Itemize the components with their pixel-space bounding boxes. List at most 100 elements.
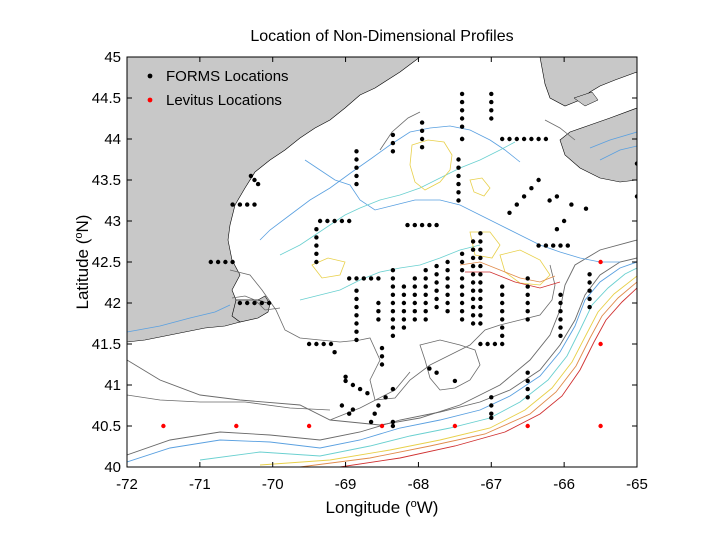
forms-point-185 — [558, 309, 563, 314]
forms-point-169 — [500, 309, 505, 314]
forms-point-116 — [445, 268, 450, 273]
forms-point-128 — [423, 268, 428, 273]
forms-point-37 — [529, 186, 534, 191]
forms-point-210 — [365, 391, 370, 396]
forms-point-94 — [478, 321, 483, 326]
legend-marker-forms — [147, 73, 153, 79]
forms-point-4 — [459, 108, 465, 113]
forms-point-217 — [390, 386, 396, 392]
forms-point-60 — [412, 222, 417, 228]
forms-point-91 — [478, 296, 483, 302]
forms-point-145 — [401, 317, 407, 322]
forms-point-199 — [587, 296, 592, 302]
forms-point-205 — [332, 350, 337, 355]
forms-point-157 — [376, 309, 381, 314]
forms-point-57 — [339, 218, 345, 224]
forms-point-228 — [489, 403, 494, 408]
x-tick-label-3: -69 — [335, 476, 357, 493]
forms-point-63 — [434, 222, 439, 228]
forms-point-101 — [470, 288, 476, 293]
forms-point-100 — [470, 280, 476, 285]
land-new-brunswick — [539, 57, 637, 107]
land-island — [573, 91, 599, 107]
forms-point-182 — [525, 317, 530, 322]
forms-point-79 — [354, 276, 359, 281]
forms-point-165 — [354, 337, 359, 343]
forms-point-221 — [368, 419, 374, 425]
forms-point-62 — [427, 222, 432, 228]
forms-point-93 — [478, 313, 483, 318]
forms-point-171 — [500, 325, 505, 330]
forms-point-65 — [314, 235, 319, 240]
forms-point-226 — [452, 378, 458, 384]
y-tick-label-1: 40.5 — [92, 418, 121, 435]
forms-point-161 — [354, 304, 359, 310]
forms-point-136 — [412, 284, 417, 289]
forms-point-164 — [354, 329, 359, 334]
forms-point-82 — [376, 276, 381, 281]
forms-point-46 — [634, 194, 637, 199]
forms-point-34 — [456, 157, 461, 162]
forms-point-22 — [390, 149, 396, 154]
legend: FORMS Locations Levitus Locations — [147, 68, 289, 109]
x-tick-label-5: -67 — [480, 476, 502, 493]
forms-point-92 — [478, 304, 483, 310]
forms-point-147 — [390, 268, 396, 273]
forms-point-179 — [525, 292, 530, 297]
forms-point-198 — [587, 288, 592, 293]
forms-point-113 — [459, 309, 465, 314]
forms-point-42 — [547, 198, 552, 203]
forms-point-45 — [634, 161, 637, 166]
map-layer — [127, 57, 637, 467]
forms-point-134 — [423, 317, 428, 322]
forms-point-211 — [379, 345, 385, 351]
x-tick-label-2: -70 — [262, 476, 284, 493]
forms-point-2 — [459, 91, 465, 97]
forms-point-39 — [514, 202, 519, 207]
forms-point-23 — [390, 140, 396, 146]
forms-point-25 — [354, 149, 359, 154]
forms-point-104 — [470, 313, 476, 318]
forms-point-216 — [339, 403, 345, 408]
forms-point-187 — [558, 325, 563, 330]
levitus-point-5 — [525, 423, 530, 429]
forms-point-78 — [347, 276, 352, 281]
forms-point-153 — [390, 317, 396, 322]
forms-point-223 — [390, 423, 396, 429]
forms-point-233 — [525, 386, 530, 392]
forms-point-68 — [314, 259, 319, 265]
forms-point-218 — [383, 395, 388, 400]
forms-point-80 — [361, 276, 366, 281]
forms-point-96 — [470, 247, 476, 252]
forms-point-144 — [401, 309, 407, 314]
forms-point-160 — [354, 296, 359, 302]
forms-point-202 — [314, 341, 319, 347]
forms-point-178 — [525, 284, 530, 289]
forms-point-6 — [459, 124, 465, 129]
forms-point-122 — [434, 263, 439, 269]
levitus-point-8 — [598, 259, 603, 265]
forms-point-24 — [390, 132, 396, 138]
forms-point-83 — [478, 231, 483, 236]
forms-point-180 — [525, 300, 530, 306]
forms-point-64 — [314, 227, 319, 232]
forms-point-7 — [489, 91, 494, 97]
forms-point-170 — [500, 317, 505, 322]
forms-point-148 — [390, 276, 396, 281]
forms-point-58 — [347, 218, 352, 224]
forms-point-31 — [456, 181, 461, 187]
forms-point-234 — [525, 395, 530, 400]
x-tick-label-6: -66 — [553, 476, 575, 493]
forms-point-167 — [500, 292, 505, 297]
forms-point-47 — [252, 177, 257, 183]
forms-point-67 — [314, 251, 319, 256]
forms-point-154 — [390, 325, 396, 330]
forms-point-29 — [354, 181, 359, 187]
forms-point-75 — [252, 300, 257, 306]
forms-point-77 — [266, 300, 272, 306]
y-axis: 40 40.5 41 41.5 42 42.5 43 43.5 44 44.5 45 — [92, 49, 637, 476]
forms-point-230 — [489, 415, 494, 420]
x-tick-label-4: -68 — [408, 476, 430, 493]
forms-point-21 — [419, 145, 425, 150]
levitus-point-1 — [234, 423, 239, 429]
